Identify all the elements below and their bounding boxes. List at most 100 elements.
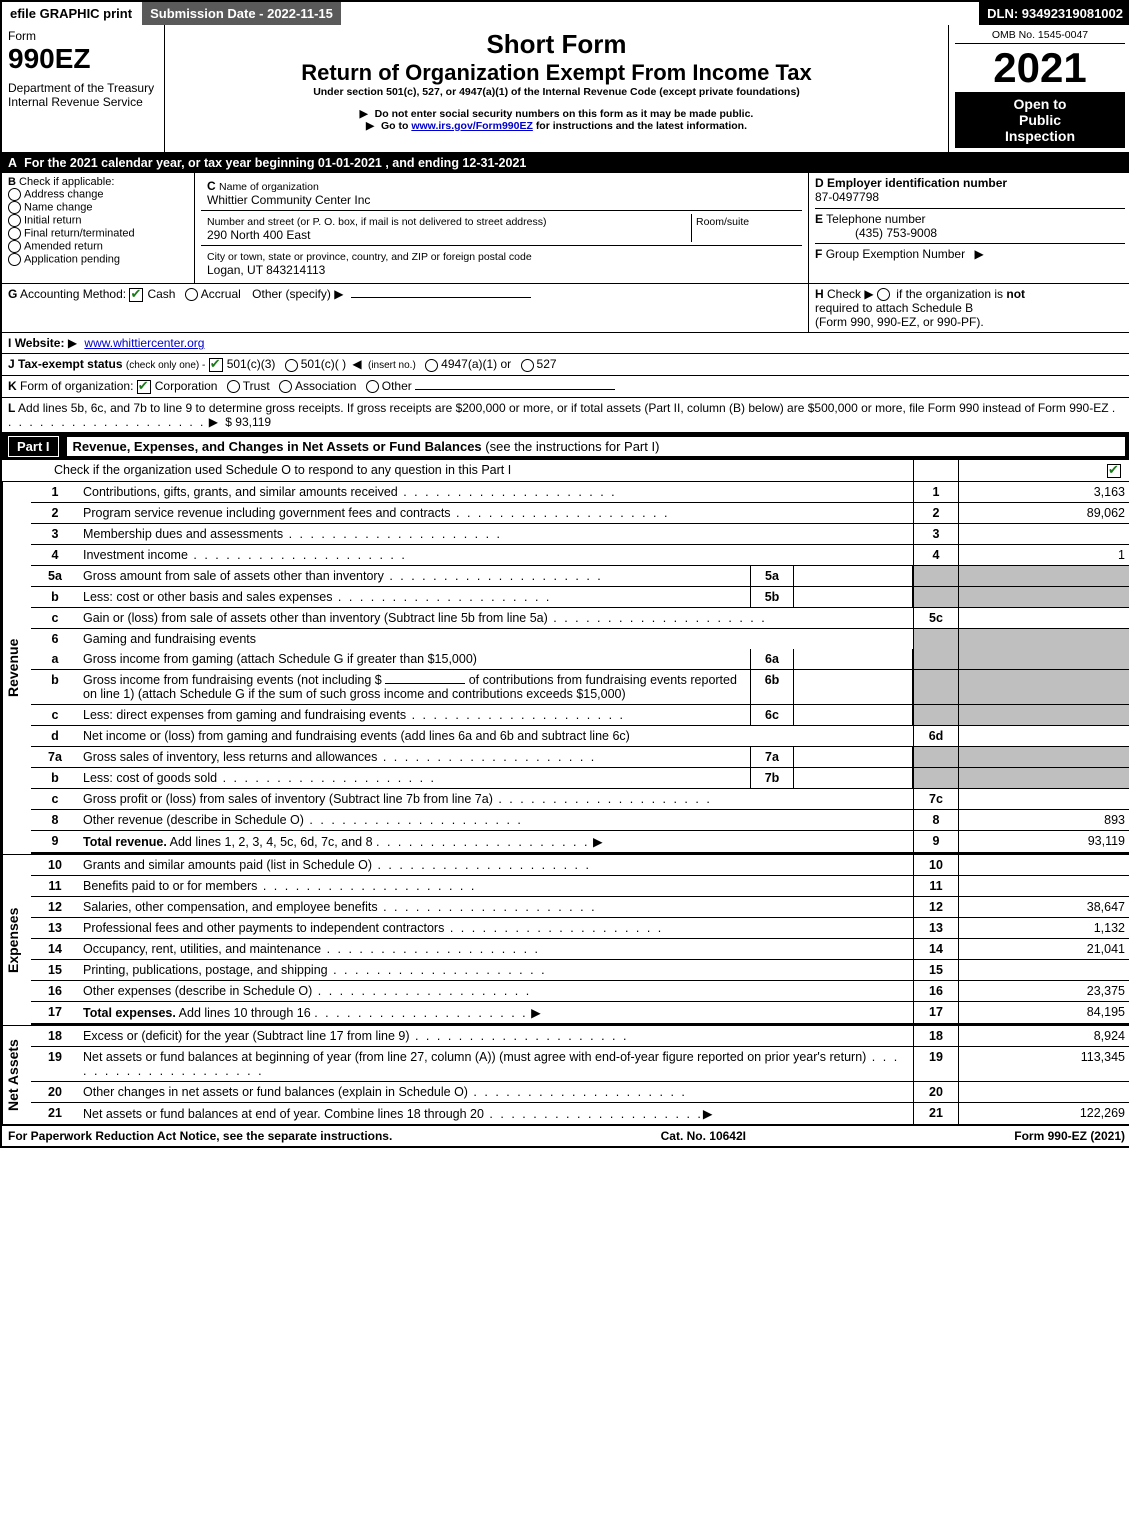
note-goto: Go to www.irs.gov/Form990EZ for instruct…: [171, 120, 942, 132]
r7b-desc: Less: cost of goods sold: [83, 771, 217, 785]
r6d-num: d: [31, 726, 79, 746]
j-label: Tax-exempt status: [18, 357, 122, 371]
footer-right-form: 990-EZ: [1048, 1129, 1087, 1143]
checkbox-other[interactable]: [366, 380, 379, 393]
r7c-num: c: [31, 789, 79, 809]
r4-rnum: 4: [913, 545, 958, 565]
r6c-amt: [958, 705, 1129, 725]
note-ssn-text: Do not enter social security numbers on …: [375, 108, 754, 120]
dept-treasury: Department of the Treasury: [8, 81, 158, 95]
dots: [444, 921, 663, 935]
tax-year: 2021: [955, 44, 1125, 92]
h-text3: required to attach Schedule B: [815, 301, 973, 315]
r17-desc: Total expenses.: [83, 1006, 176, 1020]
r6-desc: Gaming and fundraising events: [79, 629, 913, 649]
irs-link[interactable]: www.irs.gov/Form990EZ: [411, 120, 533, 132]
irs-label: Internal Revenue Service: [8, 95, 158, 109]
r6c-miniamt: [794, 705, 913, 725]
dots: [377, 750, 596, 764]
r1-rnum: 1: [913, 482, 958, 502]
omb-number: OMB No. 1545-0047: [955, 29, 1125, 44]
checkbox-h[interactable]: [877, 288, 890, 301]
checkbox-4947[interactable]: [425, 359, 438, 372]
line-k: K Form of organization: Corporation Trus…: [2, 376, 1129, 398]
checkbox-application-pending[interactable]: [8, 253, 21, 266]
letter-l: L: [8, 401, 15, 415]
k-label: Form of organization:: [20, 379, 133, 393]
footer-right-prefix: Form: [1014, 1129, 1047, 1143]
line-a-text: For the 2021 calendar year, or tax year …: [24, 156, 526, 170]
dots: [410, 1029, 629, 1043]
r5a-amt: [958, 566, 1129, 586]
k-other-input[interactable]: [415, 389, 615, 390]
r15-desc: Printing, publications, postage, and shi…: [83, 963, 328, 977]
dots: [312, 984, 531, 998]
g-other-input[interactable]: [351, 297, 531, 298]
r5a-rnum: [913, 566, 958, 586]
r5c-num: c: [31, 608, 79, 628]
checkbox-trust[interactable]: [227, 380, 240, 393]
row-5c: c Gain or (loss) from sale of assets oth…: [31, 608, 1129, 629]
opt-name-change: Name change: [24, 201, 93, 213]
part-i-title-wrap: Revenue, Expenses, and Changes in Net As…: [67, 437, 1125, 456]
row-14: 14 Occupancy, rent, utilities, and maint…: [31, 939, 1129, 960]
arrow-icon: [334, 287, 347, 301]
checkbox-initial-return[interactable]: [8, 214, 21, 227]
r14-desc: Occupancy, rent, utilities, and maintena…: [83, 942, 321, 956]
checkbox-accrual[interactable]: [185, 288, 198, 301]
r11-rnum: 11: [913, 876, 958, 896]
org-address: 290 North 400 East: [207, 228, 310, 242]
r6b-desc: Gross income from fundraising events (no…: [83, 673, 382, 687]
r6b-input[interactable]: [385, 683, 465, 684]
checkbox-association[interactable]: [279, 380, 292, 393]
form-header: Form 990EZ Department of the Treasury In…: [2, 25, 1129, 153]
goto-suffix: for instructions and the latest informat…: [536, 120, 747, 132]
r7a-mini: 7a: [750, 747, 794, 767]
subtitle: Under section 501(c), 527, or 4947(a)(1)…: [171, 86, 942, 98]
entity-block: B Check if applicable: Address change Na…: [2, 173, 1129, 284]
r6a-mini: 6a: [750, 649, 794, 669]
r20-amt: [958, 1082, 1129, 1102]
g-label: Accounting Method:: [20, 287, 126, 301]
line-j: J Tax-exempt status (check only one) - 5…: [2, 354, 1129, 376]
row-2: 2 Program service revenue including gove…: [31, 503, 1129, 524]
j-note: (check only one) -: [126, 360, 205, 371]
page-footer: For Paperwork Reduction Act Notice, see …: [2, 1126, 1129, 1146]
checkbox-corporation[interactable]: [137, 380, 151, 394]
c-city-label: City or town, state or province, country…: [207, 251, 532, 263]
r5c-desc: Gain or (loss) from sale of assets other…: [83, 611, 548, 625]
website-link[interactable]: www.whittiercenter.org: [84, 336, 204, 350]
box-c: C Name of organization Whittier Communit…: [195, 173, 808, 283]
arrow-icon: [360, 108, 372, 120]
dots: [217, 771, 436, 785]
checkbox-501c[interactable]: [285, 359, 298, 372]
r21-num: 21: [31, 1103, 79, 1124]
r6-num: 6: [31, 629, 79, 649]
dots: [484, 1107, 703, 1121]
checkbox-address-change[interactable]: [8, 188, 21, 201]
checkbox-amended-return[interactable]: [8, 240, 21, 253]
r6a-rnum: [913, 649, 958, 669]
dots: [314, 1006, 527, 1020]
checkbox-schedule-o[interactable]: [1107, 464, 1121, 478]
r7b-miniamt: [794, 768, 913, 788]
r10-num: 10: [31, 855, 79, 875]
letter-j: J: [8, 357, 15, 371]
dots: [406, 708, 625, 722]
telephone-value: (435) 753-9008: [855, 226, 937, 240]
dots: [451, 506, 670, 520]
checkbox-501c3[interactable]: [209, 358, 223, 372]
letter-b: B: [8, 176, 16, 188]
checkbox-527[interactable]: [521, 359, 534, 372]
checkbox-cash[interactable]: [129, 288, 143, 302]
efile-print[interactable]: efile GRAPHIC print: [2, 2, 142, 25]
dots: [257, 879, 476, 893]
checkbox-name-change[interactable]: [8, 201, 21, 214]
row-15: 15 Printing, publications, postage, and …: [31, 960, 1129, 981]
r6c-desc: Less: direct expenses from gaming and fu…: [83, 708, 406, 722]
checkbox-final-return[interactable]: [8, 227, 21, 240]
arrow-icon: [68, 336, 81, 350]
r8-num: 8: [31, 810, 79, 830]
r5a-miniamt: [794, 566, 913, 586]
dots: [398, 485, 617, 499]
